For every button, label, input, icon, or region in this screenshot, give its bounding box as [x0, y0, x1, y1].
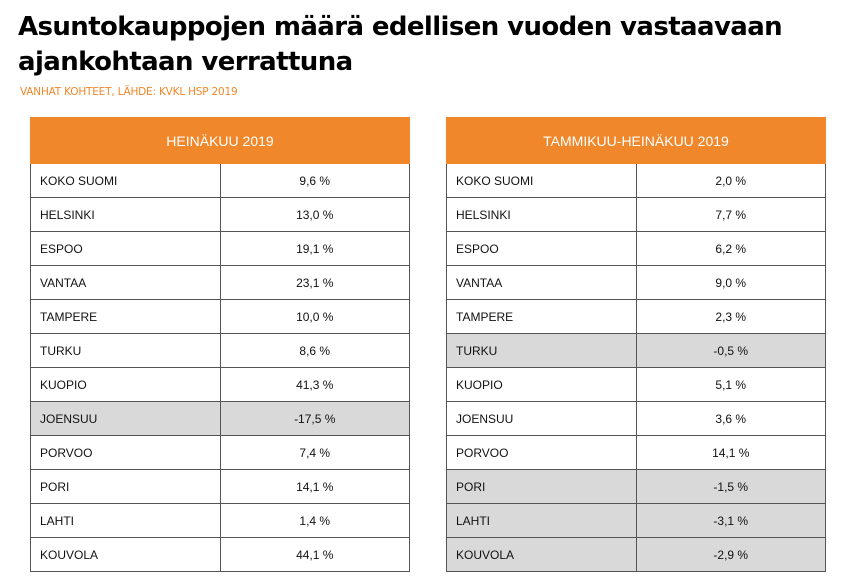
value-cell: 44,1 %: [219, 537, 410, 572]
city-cell: KOKO SUOMI: [30, 163, 221, 198]
table-row: ESPOO 6,2 %: [446, 231, 826, 266]
city-cell: KOUVOLA: [446, 537, 637, 572]
table-row: KOKO SUOMI 2,0 %: [446, 163, 826, 198]
value-cell: 2,0 %: [635, 163, 826, 198]
table-row: KOUVOLA -2,9 %: [446, 537, 826, 572]
city-cell: TAMPERE: [30, 299, 221, 334]
city-cell: JOENSUU: [30, 401, 221, 436]
value-cell: 19,1 %: [219, 231, 410, 266]
page-title: Asuntokauppojen määrä edellisen vuoden v…: [18, 12, 783, 77]
table-jan-jul-2019: TAMMIKUU-HEINÄKUU 2019 KOKO SUOMI 2,0 % H…: [446, 117, 826, 572]
city-cell: KOUVOLA: [30, 537, 221, 572]
value-cell: -0,5 %: [635, 333, 826, 368]
city-cell: LAHTI: [446, 503, 637, 538]
table-row: VANTAA 9,0 %: [446, 265, 826, 300]
value-cell: 3,6 %: [635, 401, 826, 436]
city-cell: KOKO SUOMI: [446, 163, 637, 198]
table-row: HELSINKI 7,7 %: [446, 197, 826, 232]
city-cell: KUOPIO: [446, 367, 637, 402]
table-header: TAMMIKUU-HEINÄKUU 2019: [446, 117, 826, 164]
city-cell: PORVOO: [446, 435, 637, 470]
table-header-row: TAMMIKUU-HEINÄKUU 2019: [446, 117, 826, 164]
value-cell: 10,0 %: [219, 299, 410, 334]
table-row: PORVOO 7,4 %: [30, 435, 410, 470]
city-cell: HELSINKI: [30, 197, 221, 232]
table-july-2019: HEINÄKUU 2019 KOKO SUOMI 9,6 % HELSINKI 13…: [30, 117, 410, 572]
value-cell: 7,4 %: [219, 435, 410, 470]
table-row: KUOPIO 41,3 %: [30, 367, 410, 402]
city-cell: PORVOO: [30, 435, 221, 470]
table-row: LAHTI 1,4 %: [30, 503, 410, 538]
value-cell: 2,3 %: [635, 299, 826, 334]
value-cell: 9,6 %: [219, 163, 410, 198]
value-cell: 6,2 %: [635, 231, 826, 266]
table-row: LAHTI -3,1 %: [446, 503, 826, 538]
table-row: PORI 14,1 %: [30, 469, 410, 504]
city-cell: PORI: [446, 469, 637, 504]
table-row: TURKU 8,6 %: [30, 333, 410, 368]
table-row: HELSINKI 13,0 %: [30, 197, 410, 232]
value-cell: 5,1 %: [635, 367, 826, 402]
table-header: HEINÄKUU 2019: [30, 117, 410, 164]
table-row: ESPOO 19,1 %: [30, 231, 410, 266]
value-cell: 14,1 %: [219, 469, 410, 504]
value-cell: 41,3 %: [219, 367, 410, 402]
table-row: JOENSUU -17,5 %: [30, 401, 410, 436]
value-cell: 9,0 %: [635, 265, 826, 300]
city-cell: HELSINKI: [446, 197, 637, 232]
value-cell: 23,1 %: [219, 265, 410, 300]
city-cell: ESPOO: [446, 231, 637, 266]
table-row: TAMPERE 2,3 %: [446, 299, 826, 334]
value-cell: -17,5 %: [219, 401, 410, 436]
city-cell: PORI: [30, 469, 221, 504]
city-cell: ESPOO: [30, 231, 221, 266]
table-row: KOKO SUOMI 9,6 %: [30, 163, 410, 198]
value-cell: 13,0 %: [219, 197, 410, 232]
value-cell: 1,4 %: [219, 503, 410, 538]
table-row: JOENSUU 3,6 %: [446, 401, 826, 436]
value-cell: -1,5 %: [635, 469, 826, 504]
table-row: PORI -1,5 %: [446, 469, 826, 504]
value-cell: 8,6 %: [219, 333, 410, 368]
city-cell: LAHTI: [30, 503, 221, 538]
table-header-row: HEINÄKUU 2019: [30, 117, 410, 164]
value-cell: -3,1 %: [635, 503, 826, 538]
source-subtitle: VANHAT KOHTEET, LÄHDE: KVKL HSP 2019: [20, 86, 238, 98]
value-cell: 14,1 %: [635, 435, 826, 470]
table-row: TURKU -0,5 %: [446, 333, 826, 368]
table-row: VANTAA 23,1 %: [30, 265, 410, 300]
value-cell: -2,9 %: [635, 537, 826, 572]
city-cell: TURKU: [30, 333, 221, 368]
table-row: KUOPIO 5,1 %: [446, 367, 826, 402]
city-cell: TURKU: [446, 333, 637, 368]
value-cell: 7,7 %: [635, 197, 826, 232]
table-row: TAMPERE 10,0 %: [30, 299, 410, 334]
table-row: KOUVOLA 44,1 %: [30, 537, 410, 572]
table-body: KOKO SUOMI 2,0 % HELSINKI 7,7 % ESPOO 6,2 %…: [446, 163, 826, 572]
city-cell: JOENSUU: [446, 401, 637, 436]
table-body: KOKO SUOMI 9,6 % HELSINKI 13,0 % ESPOO 19,1…: [30, 163, 410, 572]
city-cell: VANTAA: [446, 265, 637, 300]
city-cell: TAMPERE: [446, 299, 637, 334]
city-cell: VANTAA: [30, 265, 221, 300]
city-cell: KUOPIO: [30, 367, 221, 402]
table-row: PORVOO 14,1 %: [446, 435, 826, 470]
